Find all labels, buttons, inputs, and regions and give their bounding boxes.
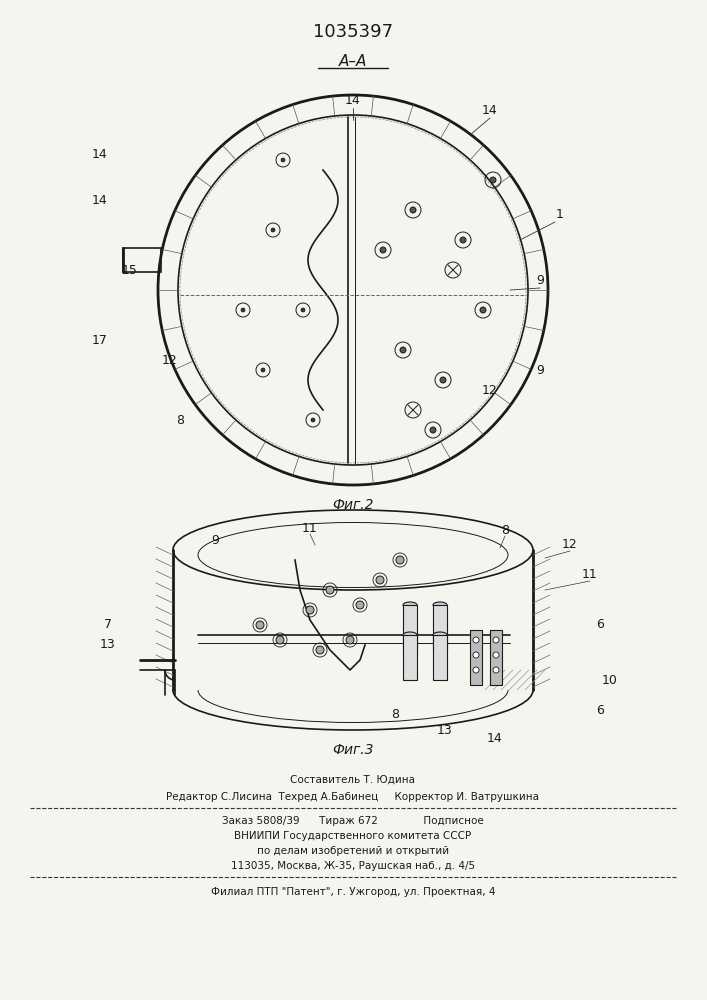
Text: 10: 10 [602, 674, 618, 686]
Circle shape [400, 347, 406, 353]
Text: 9: 9 [536, 273, 544, 286]
Ellipse shape [403, 632, 417, 638]
Circle shape [311, 418, 315, 422]
Text: 14: 14 [92, 148, 108, 161]
Text: 6: 6 [596, 704, 604, 716]
Text: 12: 12 [562, 538, 578, 552]
Text: 13: 13 [100, 639, 116, 652]
Text: Заказ 5808/39      Тираж 672              Подписное: Заказ 5808/39 Тираж 672 Подписное [222, 816, 484, 826]
Text: 11: 11 [582, 568, 598, 582]
Circle shape [380, 247, 386, 253]
Text: 9: 9 [211, 534, 219, 546]
Circle shape [276, 636, 284, 644]
Ellipse shape [433, 632, 447, 638]
Text: 1035397: 1035397 [313, 23, 393, 41]
Circle shape [473, 637, 479, 643]
Circle shape [356, 601, 364, 609]
Circle shape [256, 621, 264, 629]
Circle shape [316, 646, 324, 654]
Text: Фиг.3: Фиг.3 [332, 743, 374, 757]
Text: 15: 15 [122, 263, 138, 276]
Text: 12: 12 [482, 383, 498, 396]
Text: 11: 11 [302, 522, 318, 534]
Circle shape [396, 556, 404, 564]
Text: 7: 7 [104, 618, 112, 632]
Circle shape [460, 237, 466, 243]
Text: 14: 14 [482, 104, 498, 116]
Text: Составитель Т. Юдина: Составитель Т. Юдина [291, 775, 416, 785]
Text: 14: 14 [345, 94, 361, 106]
Circle shape [281, 158, 285, 162]
Text: ВНИИПИ Государственного комитета СССР: ВНИИПИ Государственного комитета СССР [235, 831, 472, 841]
Circle shape [473, 667, 479, 673]
Text: 13: 13 [437, 724, 453, 736]
Text: Редактор С.Лисина  Техред А.Бабинец     Корректор И. Ватрушкина: Редактор С.Лисина Техред А.Бабинец Корре… [167, 792, 539, 802]
Circle shape [493, 667, 499, 673]
Text: 9: 9 [536, 363, 544, 376]
Text: 113035, Москва, Ж-35, Раушская наб., д. 4/5: 113035, Москва, Ж-35, Раушская наб., д. … [231, 861, 475, 871]
Circle shape [430, 427, 436, 433]
Circle shape [326, 586, 334, 594]
Text: 6: 6 [596, 618, 604, 632]
Circle shape [306, 606, 314, 614]
Bar [490, 630, 502, 685]
Bar [403, 635, 417, 680]
Text: 8: 8 [176, 414, 184, 426]
Circle shape [271, 228, 275, 232]
Circle shape [376, 576, 384, 584]
Circle shape [346, 636, 354, 644]
Circle shape [480, 307, 486, 313]
Circle shape [241, 308, 245, 312]
Text: 17: 17 [92, 334, 108, 347]
Text: 8: 8 [391, 708, 399, 722]
Circle shape [261, 368, 265, 372]
Text: 1: 1 [556, 209, 564, 222]
Text: по делам изобретений и открытий: по делам изобретений и открытий [257, 846, 449, 856]
Text: 12: 12 [162, 354, 178, 366]
Circle shape [493, 637, 499, 643]
Text: 8: 8 [501, 524, 509, 536]
Text: 14: 14 [92, 194, 108, 207]
Bar [433, 605, 447, 650]
Text: 14: 14 [487, 732, 503, 744]
Bar [433, 635, 447, 680]
Text: А–А: А–А [339, 54, 367, 70]
Text: Фиг.2: Фиг.2 [332, 498, 374, 512]
Circle shape [440, 377, 446, 383]
Bar [403, 605, 417, 650]
Circle shape [490, 177, 496, 183]
Circle shape [473, 652, 479, 658]
Circle shape [410, 207, 416, 213]
Circle shape [493, 652, 499, 658]
Circle shape [301, 308, 305, 312]
Ellipse shape [403, 602, 417, 608]
Ellipse shape [433, 602, 447, 608]
Text: Филиал ПТП "Патент", г. Ужгород, ул. Проектная, 4: Филиал ПТП "Патент", г. Ужгород, ул. Про… [211, 887, 495, 897]
Bar [470, 630, 482, 685]
Bar [123, 248, 161, 272]
